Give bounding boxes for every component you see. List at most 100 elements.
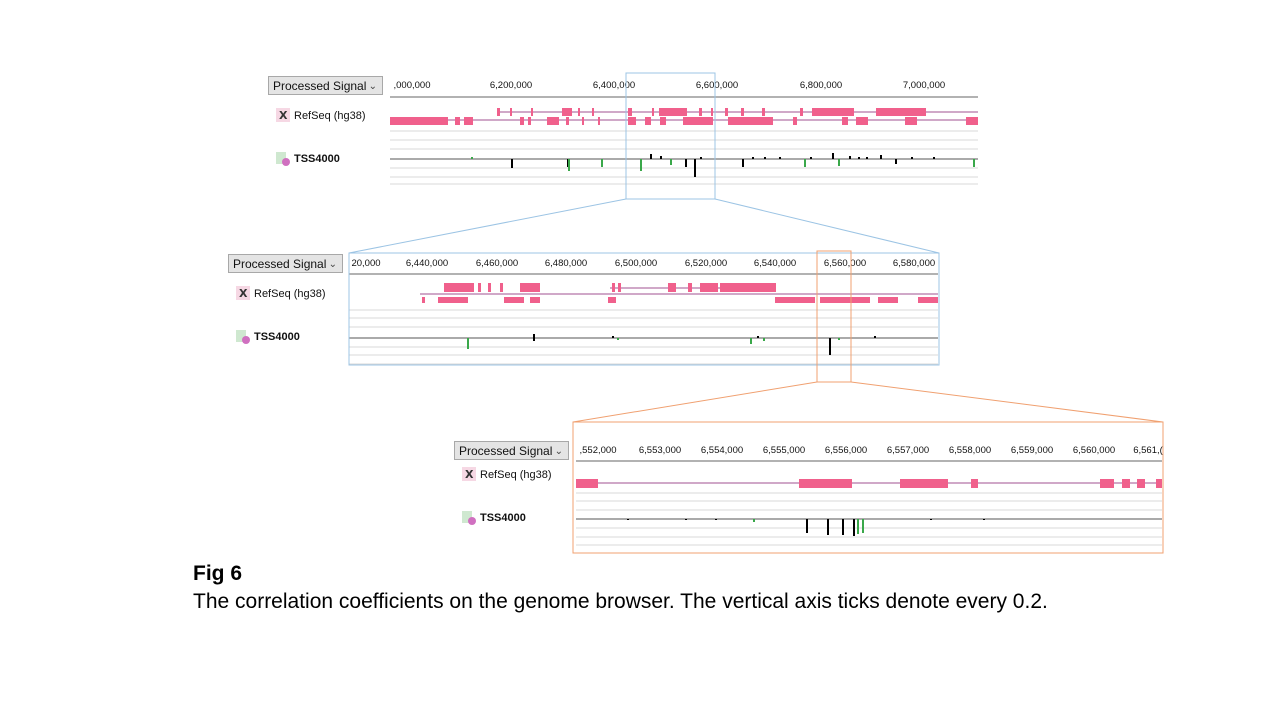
signal-bar	[983, 519, 985, 520]
track-type-dropdown[interactable]: Processed Signal ⌄	[228, 254, 343, 273]
gene-exon	[1137, 479, 1145, 488]
tick-label: 6,558,000	[948, 445, 992, 456]
gene-exon	[531, 108, 533, 116]
gene-exon	[652, 108, 654, 116]
gene-exon	[497, 108, 500, 116]
signal-bar	[757, 336, 759, 338]
gene-exon	[700, 283, 718, 292]
gene-exon	[500, 283, 503, 292]
gene-exon	[608, 297, 616, 303]
gene-exon	[812, 108, 854, 116]
signal-bar	[640, 159, 642, 171]
refseq-track-label: RefSeq (hg38)	[294, 110, 366, 122]
signal-bar	[750, 338, 752, 344]
signal-bar	[832, 153, 834, 159]
dropdown-value: Processed Signal	[273, 79, 367, 93]
gene-exon	[775, 297, 815, 303]
tick-label: 6,440,000	[405, 258, 449, 269]
gene-exon	[547, 117, 559, 125]
signal-bar	[764, 157, 766, 159]
refseq-track-icon: X	[276, 108, 290, 122]
signal-bar	[700, 157, 702, 159]
gene-exon	[470, 117, 473, 125]
gene-exon	[1100, 479, 1114, 488]
tick-label: 6,557,000	[886, 445, 930, 456]
gene-exon	[464, 117, 473, 125]
signal-bar	[827, 519, 829, 535]
track-type-dropdown[interactable]: Processed Signal ⌄	[454, 441, 569, 460]
signal-bar	[660, 156, 662, 159]
tick-label: 6,520,000	[684, 258, 728, 269]
signal-bar	[933, 157, 935, 159]
gene-exon	[1122, 479, 1130, 488]
tick-label: 6,580,000	[892, 258, 936, 269]
tick-label: 6,560,000	[1072, 445, 1116, 456]
gene-exon	[728, 117, 773, 125]
signal-bar	[511, 159, 513, 168]
signal-track-icon	[236, 330, 250, 344]
gene-exon	[711, 108, 713, 116]
gene-exon	[478, 283, 481, 292]
zoom-highlight	[816, 250, 852, 383]
zoom-connector	[348, 198, 627, 254]
zoom-connector	[714, 198, 940, 254]
gene-exon	[598, 117, 600, 125]
zoom-connector	[572, 381, 818, 423]
signal-bar	[601, 159, 603, 167]
signal-bar	[650, 154, 652, 159]
signal-bar	[467, 338, 469, 349]
tick-label: 6,800,000	[799, 80, 843, 91]
gene-exon	[918, 297, 938, 303]
gene-exon	[660, 117, 666, 125]
gene-exon	[390, 117, 448, 125]
zoom-connector	[850, 381, 1164, 423]
gene-exon	[444, 283, 474, 292]
signal-bar	[568, 159, 570, 171]
signal-bar	[715, 519, 717, 520]
signal-bar	[753, 519, 755, 522]
signal-bar	[930, 519, 932, 520]
gene-exon	[799, 479, 852, 488]
signal-bar	[857, 519, 859, 534]
tick-label: 6,500,000	[614, 258, 658, 269]
signal-track-icon	[462, 511, 476, 525]
gene-exon	[876, 108, 926, 116]
gene-exon	[966, 117, 978, 125]
chevron-down-icon: ⌄	[328, 259, 337, 270]
tick-label: 6,400,000	[592, 80, 636, 91]
tick-label: 6,556,000	[824, 445, 868, 456]
gene-exon	[900, 479, 948, 488]
gene-exon	[820, 297, 870, 303]
gene-exon	[422, 297, 425, 303]
refseq-track-label: RefSeq (hg38)	[254, 288, 326, 300]
signal-track-icon	[276, 152, 290, 166]
signal-bar	[685, 519, 687, 520]
signal-bar	[779, 157, 781, 159]
signal-bar	[612, 336, 614, 338]
gene-exon	[562, 108, 572, 116]
gene-exon	[668, 283, 676, 292]
figure-title: Fig 6	[193, 562, 243, 585]
gene-exon	[918, 108, 924, 116]
track-type-dropdown[interactable]: Processed Signal ⌄	[268, 76, 383, 95]
signal-track-label: TSS4000	[294, 153, 340, 165]
gene-exon	[683, 117, 713, 125]
dropdown-value: Processed Signal	[459, 444, 553, 458]
gene-exon	[520, 283, 540, 292]
gene-exon	[762, 108, 765, 116]
gene-exon	[842, 117, 848, 125]
gene-exon	[905, 117, 917, 125]
signal-bar	[911, 157, 913, 159]
figure-caption: The correlation coefficients on the geno…	[193, 590, 1048, 613]
gene-exon	[699, 108, 702, 116]
signal-bar	[670, 159, 672, 165]
gene-exon	[971, 479, 978, 488]
gene-exon	[612, 283, 615, 292]
gene-exon	[530, 297, 540, 303]
tick-label: 6,555,000	[762, 445, 806, 456]
refseq-track-icon: X	[462, 467, 476, 481]
signal-bar	[810, 157, 812, 159]
signal-bar	[804, 159, 806, 167]
gene-exon	[578, 108, 580, 116]
chevron-down-icon: ⌄	[368, 81, 377, 92]
